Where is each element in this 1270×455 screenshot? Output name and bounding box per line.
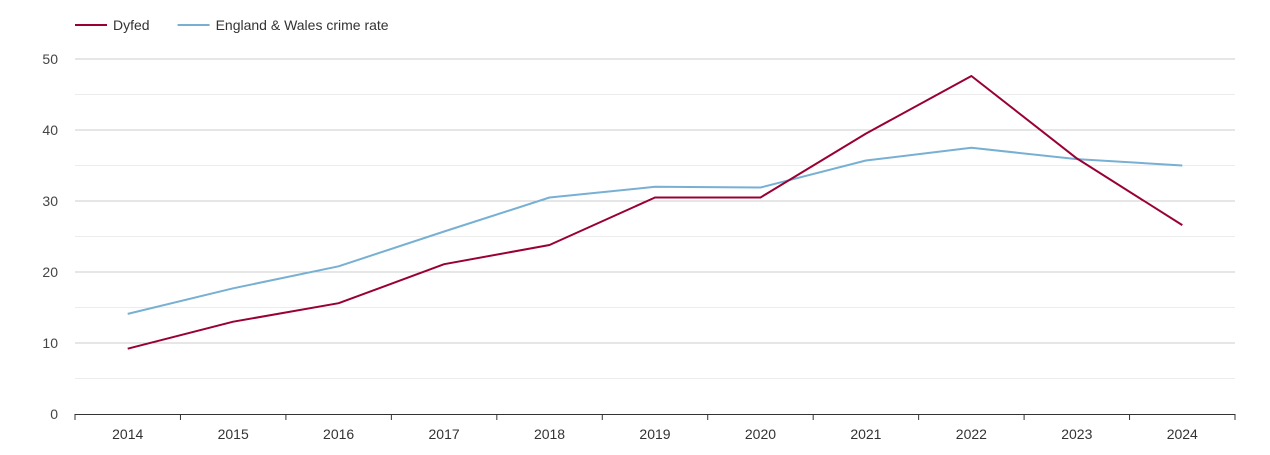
grid xyxy=(75,58,1235,379)
x-tick-label: 2023 xyxy=(1061,426,1092,442)
legend-label: Dyfed xyxy=(113,17,150,33)
x-tick-label: 2019 xyxy=(639,426,670,442)
x-tick-label: 2022 xyxy=(956,426,987,442)
x-tick-label: 2021 xyxy=(850,426,881,442)
y-tick-label: 0 xyxy=(50,406,58,422)
y-tick-label: 10 xyxy=(42,335,58,351)
x-tick-label: 2016 xyxy=(323,426,354,442)
x-tick-label: 2020 xyxy=(745,426,776,442)
legend: Dyfed England & Wales crime rate xyxy=(75,17,389,33)
x-tick-label: 2024 xyxy=(1167,426,1198,442)
series-line-dyfed xyxy=(127,75,1183,350)
x-tick-label: 2018 xyxy=(534,426,565,442)
legend-label: England & Wales crime rate xyxy=(216,17,389,33)
x-tick-label: 2015 xyxy=(218,426,249,442)
x-tick-label: 2014 xyxy=(112,426,143,442)
series-line-england-wales-crime-rate xyxy=(127,146,1183,315)
y-tick-label: 20 xyxy=(42,264,58,280)
x-tick-label: 2017 xyxy=(429,426,460,442)
y-tick-label: 50 xyxy=(42,51,58,67)
y-tick-label: 40 xyxy=(42,122,58,138)
y-tick-label: 30 xyxy=(42,193,58,209)
axes: 0 10 20 30 40 50 2014 2015 2016 2017 2018 2019 2020 2… xyxy=(42,51,1236,442)
series-lines xyxy=(127,75,1183,350)
